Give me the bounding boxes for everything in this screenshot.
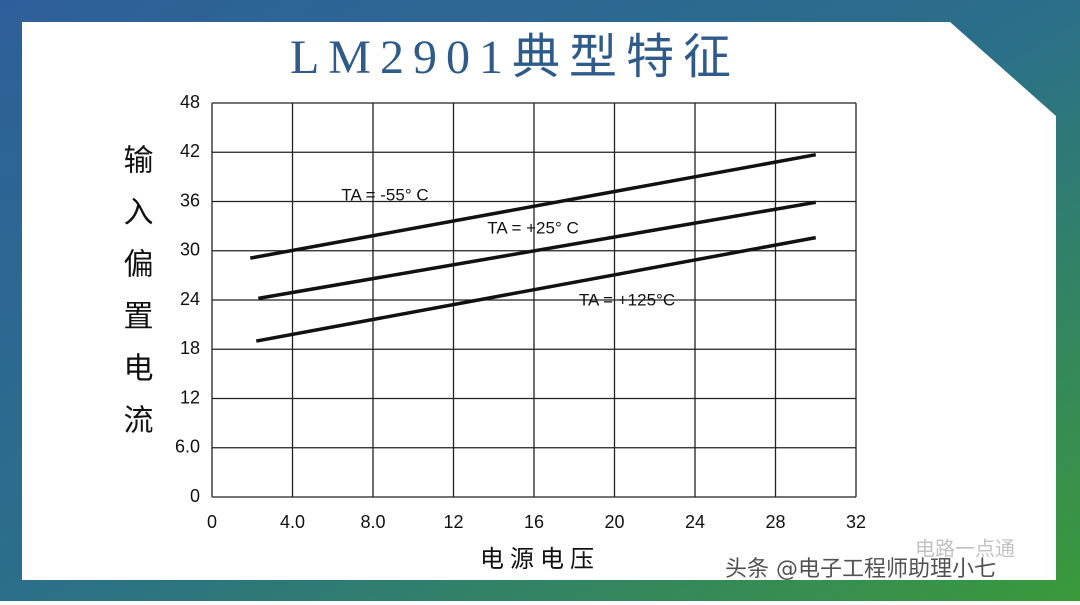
x-tick-label: 12 — [443, 512, 463, 532]
y-tick-label: 6.0 — [175, 437, 200, 457]
x-tick-label: 32 — [846, 512, 866, 532]
series-line — [249, 152, 817, 260]
y-tick-label: 30 — [180, 240, 200, 260]
y-axis-label: 输入偏置电流 — [118, 144, 154, 456]
y-tick-label: 36 — [180, 190, 200, 210]
series-label: TA = +25° C — [487, 218, 579, 237]
panel — [22, 22, 1056, 580]
x-tick-label: 8.0 — [360, 512, 385, 532]
series-line — [257, 200, 817, 301]
x-tick-label: 20 — [604, 512, 624, 532]
y-tick-label: 48 — [180, 92, 200, 112]
x-axis-label: 电源电压 — [480, 545, 600, 573]
y-tick-label: 18 — [180, 338, 200, 358]
y-tick-label: 24 — [180, 289, 200, 309]
series-label: TA = -55° C — [341, 185, 428, 204]
y-tick-label: 42 — [180, 141, 200, 161]
x-tick-label: 0 — [207, 512, 217, 532]
y-axis-label: 输入偏置电流 — [118, 144, 154, 456]
y-tick-label: 12 — [180, 387, 200, 407]
x-tick-label: 24 — [685, 512, 705, 532]
series-label: TA = +125°C — [579, 290, 675, 309]
x-tick-label: 16 — [524, 512, 544, 532]
watermark: 头条 @电子工程师助理小七 — [725, 557, 996, 582]
series-line — [255, 235, 817, 343]
x-tick-label: 4.0 — [280, 512, 305, 532]
x-tick-label: 28 — [765, 512, 785, 532]
watermark: 电路一点通 — [915, 537, 1015, 561]
y-tick-label: 0 — [190, 486, 200, 506]
chart-title: LM2901典型特征 — [290, 31, 740, 84]
